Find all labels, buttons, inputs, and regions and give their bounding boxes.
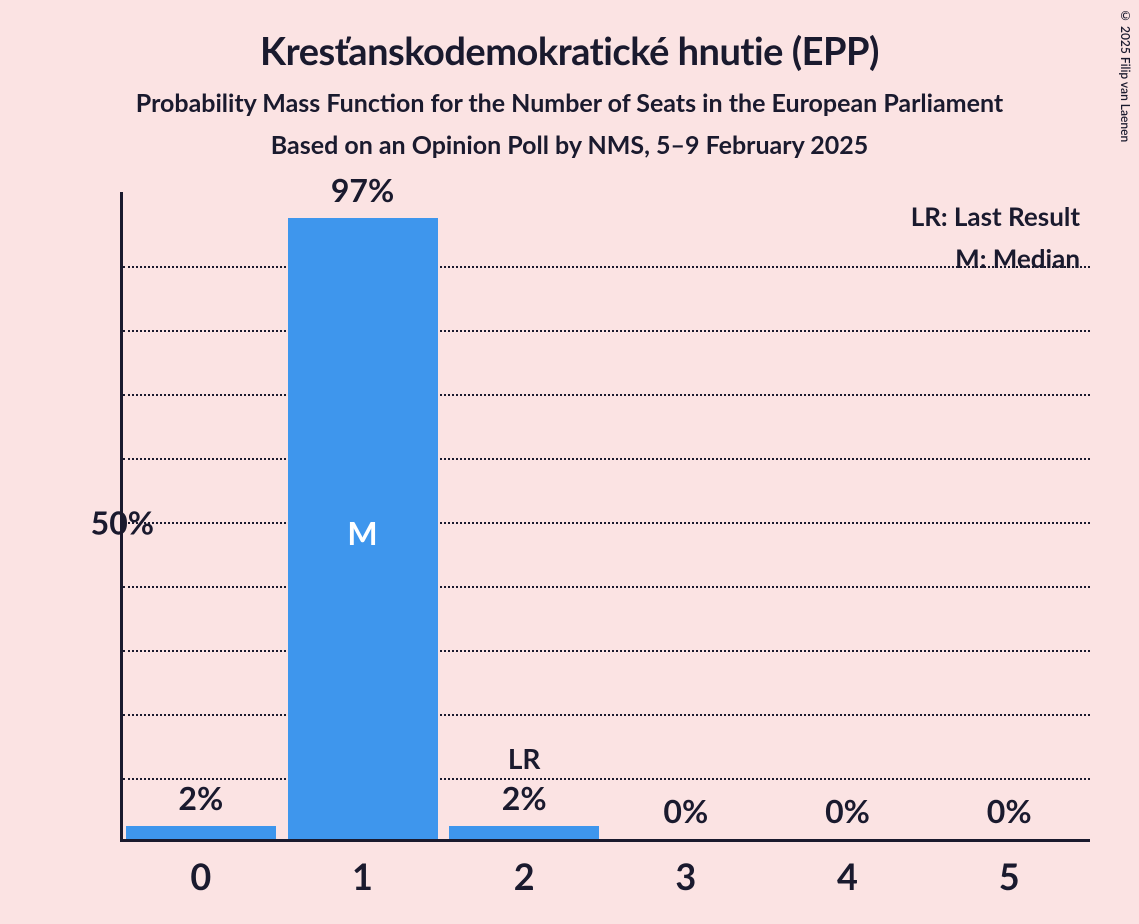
- bar-value-label: 0%: [987, 791, 1032, 830]
- last-result-marker: LR: [508, 741, 541, 775]
- bar: [126, 826, 276, 839]
- legend-median: M: Median: [911, 242, 1080, 274]
- gridline: [123, 266, 1090, 268]
- chart-subtitle-2: Based on an Opinion Poll by NMS, 5–9 Feb…: [0, 130, 1139, 160]
- gridline: [123, 458, 1090, 460]
- gridline: [123, 714, 1090, 716]
- bar-value-label: 0%: [663, 791, 708, 830]
- gridline: [123, 522, 1090, 524]
- gridline: [123, 330, 1090, 332]
- x-axis-tick: 1: [352, 854, 373, 898]
- chart-plot-area: LR: Last Result M: Median 2%97%M2%LR0%0%…: [120, 192, 1090, 842]
- gridline: [123, 586, 1090, 588]
- bar: [449, 826, 599, 839]
- bar-value-label: 97%: [331, 170, 394, 209]
- chart-title: Kresťanskodemokratické hnutie (EPP): [0, 28, 1139, 74]
- gridline: [123, 650, 1090, 652]
- chart-legend: LR: Last Result M: Median: [911, 200, 1080, 284]
- x-axis: [120, 839, 1090, 842]
- y-axis-tick-50: 50%: [91, 503, 154, 542]
- bar-value-label: 0%: [825, 791, 870, 830]
- legend-last-result: LR: Last Result: [911, 200, 1080, 232]
- gridline: [123, 394, 1090, 396]
- median-marker: M: [347, 513, 377, 552]
- x-axis-tick: 2: [514, 854, 535, 898]
- copyright-text: © 2025 Filip van Laenen: [1118, 8, 1133, 142]
- chart-subtitle-1: Probability Mass Function for the Number…: [0, 88, 1139, 118]
- x-axis-tick: 5: [999, 854, 1020, 898]
- x-axis-tick: 3: [675, 854, 696, 898]
- bar-value-label: 2%: [178, 778, 223, 817]
- gridline: [123, 778, 1090, 780]
- x-axis-tick: 4: [837, 854, 858, 898]
- bar-value-label: 2%: [502, 778, 547, 817]
- x-axis-tick: 0: [190, 854, 211, 898]
